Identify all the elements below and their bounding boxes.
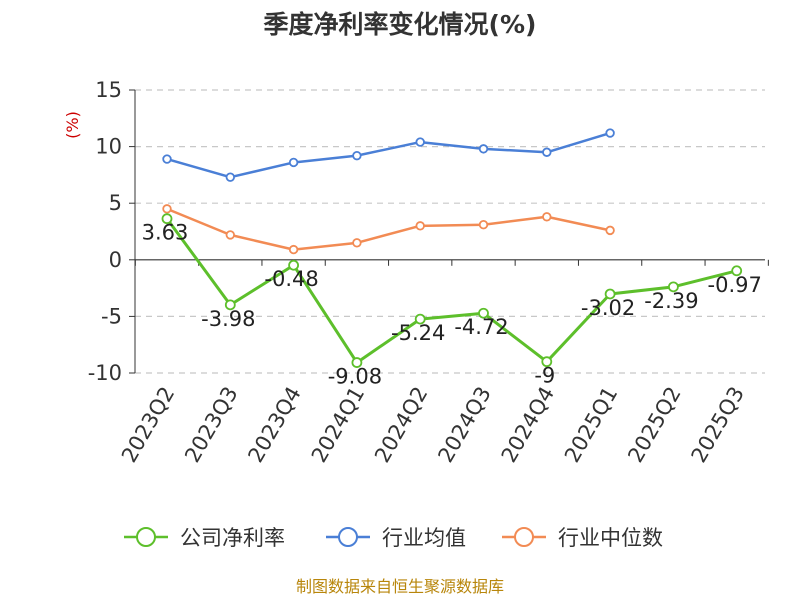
y-tick-label: 0 [109,248,122,272]
x-tick-label: 2024Q3 [433,383,495,467]
data-point [288,157,299,168]
data-point [604,288,616,300]
data-point [415,137,425,147]
series-group [162,204,615,255]
data-point [224,299,236,311]
legend-marker-icon [136,527,156,547]
data-point [225,172,235,182]
data-point [225,230,235,240]
x-tick-label: 2025Q3 [687,383,749,467]
legend-item: 行业均值 [326,526,466,550]
data-point [605,128,615,138]
data-label: -3.02 [581,296,635,320]
x-tick-label: 2023Q3 [180,383,242,467]
data-label: -2.39 [644,289,698,313]
chart-title: 季度净利率变化情况(%) [264,10,537,39]
legend-marker-icon [338,527,358,547]
data-labels: 3.63 -3.98 -0.48 -9.08 -5.24 -4.72 -9 -3.02 -2.3… [142,221,762,389]
data-point [605,225,615,236]
series-line [165,217,738,365]
x-tick-label: 2025Q1 [560,383,622,467]
data-label: -9.08 [328,365,382,389]
y-tick-label: 10 [95,135,122,159]
data-point [542,147,552,157]
legend-label: 行业中位数 [558,526,663,550]
data-point [478,307,489,319]
series-line [166,131,611,179]
x-tick-label: 2025Q2 [623,383,685,467]
legend-item: 公司净利率 [124,526,285,550]
data-point [668,281,679,293]
legend-label: 行业均值 [382,526,466,550]
source-note: 制图数据来自恒生聚源数据库 [296,577,504,596]
data-point [162,154,172,164]
y-axis-label: (%) [63,111,82,139]
y-tick-label: 15 [95,78,122,102]
data-point [162,204,172,214]
series-group [161,213,743,368]
data-point [541,356,553,368]
series-group [162,128,615,182]
y-tick-label: 5 [109,191,122,215]
data-label: 3.63 [142,221,189,245]
data-point [478,144,489,154]
data-label: -9 [534,364,555,388]
data-point [542,212,552,222]
y-tick-label: -5 [101,304,122,328]
x-tick-label: 2024Q4 [497,383,559,467]
data-label: -0.48 [264,267,318,291]
data-point [414,313,426,325]
x-tick-label: 2024Q1 [307,383,369,467]
data-point [415,221,425,231]
data-point [288,259,300,271]
data-point [352,238,362,248]
x-tick-label: 2023Q2 [117,383,179,467]
grid-lines [135,89,765,374]
series-lines [161,128,743,368]
legend: 公司净利率 行业均值 行业中位数 [124,526,663,550]
data-point [288,244,299,255]
data-label: -0.97 [708,273,762,297]
data-point [161,213,173,225]
data-point [731,265,743,277]
x-tick-label: 2023Q4 [243,383,305,467]
series-line [166,207,611,251]
legend-marker-icon [514,527,534,547]
data-label: -4.72 [454,315,508,339]
data-point [351,357,363,368]
legend-item: 行业中位数 [502,526,663,550]
legend-label: 公司净利率 [180,526,285,550]
data-point [478,220,489,230]
data-label: -3.98 [201,307,255,331]
x-tick-label: 2024Q2 [370,383,432,467]
y-tick-label: -10 [88,361,122,385]
data-label: -5.24 [391,321,445,345]
data-point [352,150,362,161]
